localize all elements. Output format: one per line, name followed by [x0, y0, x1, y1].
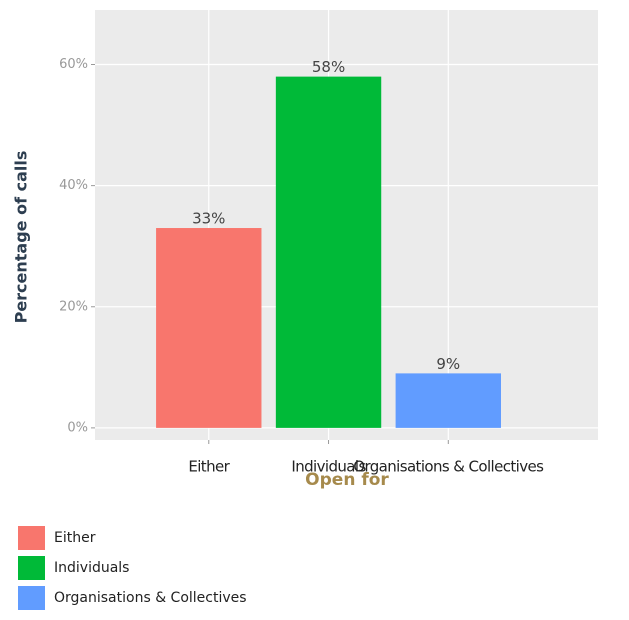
bar — [275, 76, 382, 428]
y-tick-label: 40% — [59, 178, 88, 193]
legend-label: Either — [54, 530, 96, 546]
legend-swatch — [18, 556, 45, 580]
x-tick-label: Individuals — [291, 458, 366, 476]
x-tick-label: Either — [188, 458, 230, 476]
y-tick-label: 60% — [59, 57, 88, 72]
legend-label: Individuals — [54, 560, 129, 576]
y-axis-title: Percentage of calls — [12, 151, 31, 324]
y-tick-label: 0% — [67, 420, 88, 435]
x-tick-label: Organisations & Collectives — [353, 458, 544, 476]
bar — [395, 373, 501, 428]
y-tick-label: 20% — [59, 299, 88, 314]
legend-swatch — [18, 526, 45, 550]
x-axis-title: Open for — [305, 470, 389, 490]
value-label: 9% — [436, 355, 460, 373]
value-label: 33% — [192, 210, 225, 228]
value-label: 58% — [312, 58, 345, 76]
bar — [156, 228, 262, 428]
legend-swatch — [18, 586, 45, 610]
legend-label: Organisations & Collectives — [54, 590, 247, 606]
